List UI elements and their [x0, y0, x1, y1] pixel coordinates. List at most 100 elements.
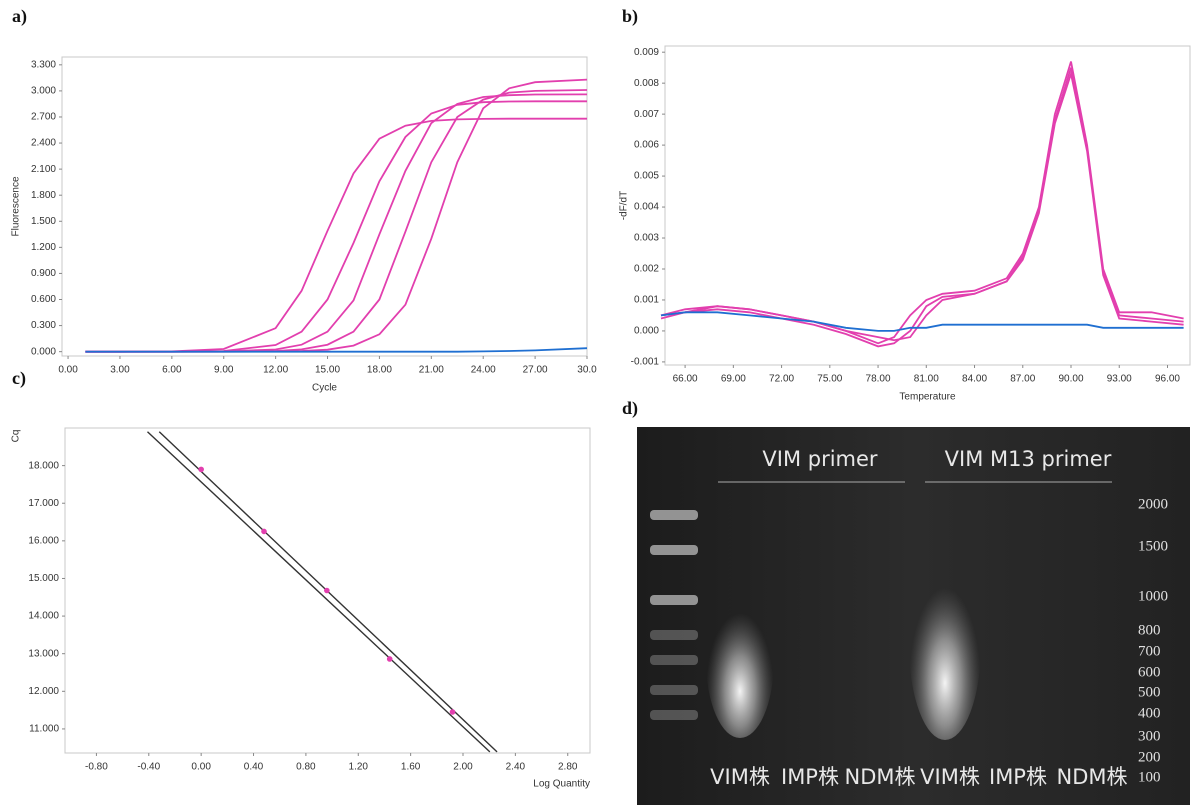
- group-label: VIM primer: [762, 447, 878, 471]
- dna-smear: [706, 582, 774, 738]
- x-tick-label: 78.00: [866, 374, 891, 385]
- x-tick-label: 27.00: [523, 365, 548, 376]
- x-tick-label: -0.80: [85, 762, 108, 773]
- ladder-size: 600: [1138, 664, 1161, 680]
- x-tick-label: 81.00: [914, 374, 939, 385]
- ladder-band: [650, 710, 698, 720]
- x-tick-label: 2.80: [558, 762, 578, 773]
- y-tick-label: 1.500: [31, 216, 56, 227]
- ladder-size: 200: [1138, 749, 1161, 765]
- y-axis-title: -dF/dT: [619, 191, 630, 220]
- y-tick-label: 3.000: [31, 86, 56, 97]
- ladder-size: 300: [1138, 728, 1161, 744]
- ladder-band: [650, 595, 698, 605]
- group-label: VIM M13 primer: [945, 447, 1112, 471]
- x-tick-label: 72.00: [769, 374, 794, 385]
- x-tick-label: 2.40: [506, 762, 526, 773]
- lane-label: VIM株: [920, 765, 980, 789]
- y-tick-label: 0.300: [31, 320, 56, 331]
- panel-label: a): [12, 6, 27, 27]
- y-tick-label: 0.005: [634, 171, 659, 182]
- x-tick-label: 21.00: [419, 365, 444, 376]
- lane-label: NDM株: [1057, 765, 1128, 789]
- y-tick-label: 2.100: [31, 164, 56, 175]
- x-axis-title: Cycle: [312, 383, 337, 394]
- point: [386, 656, 393, 662]
- point: [324, 587, 330, 594]
- y-tick-label: 2.700: [31, 112, 56, 123]
- ladder-size: 100: [1138, 769, 1161, 785]
- y-tick-label: 17.000: [28, 498, 59, 509]
- y-tick-label: 0.001: [634, 295, 659, 306]
- x-tick-label: 0.00: [191, 762, 211, 773]
- ladder-band: [650, 630, 698, 640]
- ladder-band: [650, 655, 698, 665]
- point: [449, 709, 456, 715]
- y-tick-label: 16.000: [28, 535, 59, 546]
- fit-line: [147, 431, 491, 753]
- x-tick-label: 0.00: [58, 365, 78, 376]
- y-tick-label: 2.400: [31, 138, 56, 149]
- y-tick-label: 0.006: [634, 140, 659, 151]
- x-tick-label: 1.60: [401, 762, 421, 773]
- curve: [85, 117, 587, 353]
- x-tick-label: 0.40: [244, 762, 264, 773]
- x-tick-label: 18.00: [367, 365, 392, 376]
- ladder-size: 700: [1138, 643, 1161, 659]
- x-tick-label: 96.00: [1155, 374, 1180, 385]
- x-tick-label: 6.00: [162, 365, 182, 376]
- plot-frame: [61, 56, 588, 357]
- y-axis-title: Cq: [11, 430, 22, 443]
- y-axis-title: Fluorescence: [11, 176, 22, 236]
- point: [198, 466, 204, 473]
- x-tick-label: 0.80: [296, 762, 316, 773]
- x-tick-label: 15.00: [315, 365, 340, 376]
- y-tick-label: 0.900: [31, 268, 56, 279]
- y-tick-label: 0.002: [634, 264, 659, 275]
- x-tick-label: 24.00: [471, 365, 496, 376]
- panel-label: b): [622, 6, 638, 27]
- y-tick-label: 0.008: [634, 78, 659, 89]
- curve: [660, 311, 1184, 332]
- y-tick-label: 0.009: [634, 47, 659, 58]
- y-tick-label: 15.000: [28, 573, 59, 584]
- y-tick-label: 0.600: [31, 294, 56, 305]
- x-tick-label: 66.00: [673, 374, 698, 385]
- ladder-size: 800: [1138, 622, 1161, 638]
- ladder-size: 1000: [1138, 588, 1168, 604]
- y-tick-label: 1.800: [31, 190, 56, 201]
- ladder-size: 500: [1138, 684, 1161, 700]
- y-tick-label: 3.300: [31, 59, 56, 70]
- y-tick-label: 18.000: [28, 460, 59, 471]
- ladder-band: [650, 545, 698, 555]
- ladder-size: 1500: [1138, 538, 1168, 554]
- x-tick-label: 1.20: [349, 762, 369, 773]
- x-tick-label: 2.00: [453, 762, 473, 773]
- lane-label: NDM株: [845, 765, 916, 789]
- plot-frame: [664, 45, 1191, 366]
- lane-label: VIM株: [710, 765, 770, 789]
- point: [261, 528, 267, 535]
- x-tick-label: -0.40: [137, 762, 160, 773]
- panel-label: c): [12, 368, 26, 389]
- y-tick-label: 14.000: [28, 611, 59, 622]
- x-tick-label: 3.00: [110, 365, 130, 376]
- x-tick-label: 84.00: [962, 374, 987, 385]
- x-tick-label: 12.00: [263, 365, 288, 376]
- y-tick-label: 13.000: [28, 648, 59, 659]
- dna-smear: [909, 550, 981, 740]
- ladder-band: [650, 685, 698, 695]
- x-axis-title: Temperature: [899, 392, 956, 403]
- x-tick-label: 30.0: [577, 365, 597, 376]
- x-tick-label: 9.00: [214, 365, 234, 376]
- ladder-size: 400: [1138, 705, 1161, 721]
- y-tick-label: 0.000: [31, 346, 56, 357]
- ladder-size: 2000: [1138, 496, 1168, 512]
- y-tick-label: 12.000: [28, 686, 59, 697]
- x-tick-label: 93.00: [1107, 374, 1132, 385]
- ladder-band: [650, 510, 698, 520]
- x-tick-label: 90.00: [1058, 374, 1083, 385]
- curve: [660, 67, 1184, 342]
- x-tick-label: 69.00: [721, 374, 746, 385]
